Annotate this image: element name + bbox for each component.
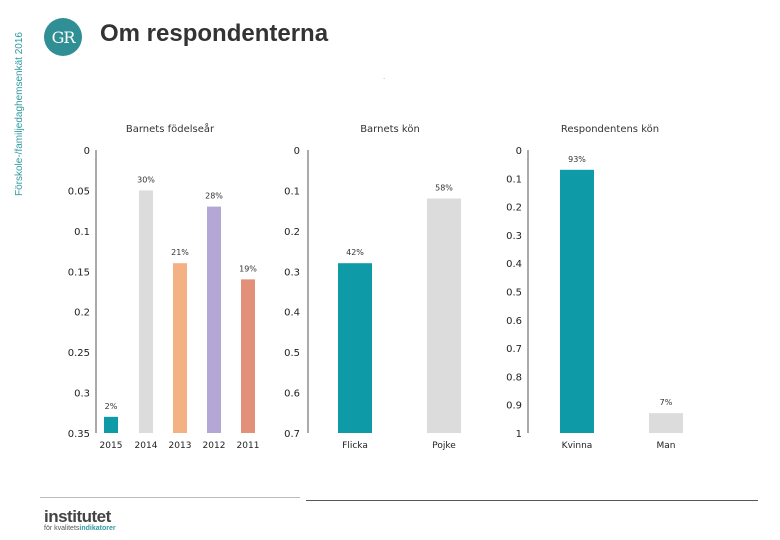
chart-2-title: Barnets kön	[360, 124, 420, 135]
chart-3-y-tick-label: 0.9	[506, 401, 522, 412]
chart-1-category-label: 2014	[135, 441, 158, 451]
chart-2-y-tick-label: 0.5	[284, 348, 300, 359]
chart-2-category-label: Flicka	[342, 441, 368, 451]
chart-1-title: Barnets födelseår	[126, 122, 215, 135]
gr-logo: GR	[44, 18, 82, 56]
chart-1-y-tick-label: 0.1	[74, 227, 90, 238]
chart-1-data-label: 30%	[137, 175, 155, 184]
chart-1-y-tick-label: 0.05	[68, 186, 90, 197]
chart-2-data-label: 42%	[346, 248, 364, 257]
chart-1-bar-2012	[207, 206, 221, 433]
chart-2-y-tick-label: 0.3	[284, 267, 300, 278]
footer-divider-left	[40, 497, 300, 498]
brand-sub-text: för kvalitetsindikatorer	[44, 525, 116, 532]
chart-1-bar-2015	[104, 416, 118, 433]
chart-1-category-label: 2015	[100, 441, 123, 451]
stray-dot: .	[383, 72, 386, 81]
chart-1-y-tick-label: 0.15	[68, 267, 90, 278]
chart-1-category-label: 2012	[203, 441, 226, 451]
chart-1-y-tick-label: 0.35	[68, 429, 90, 440]
chart-1-data-label: 21%	[171, 248, 189, 257]
chart-1-bar-2014	[139, 190, 153, 433]
institutet-logo: institutet för kvalitetsindikatorer	[44, 508, 116, 532]
chart-2-y-tick-label: 0	[294, 146, 300, 157]
brand-sub-prefix: för kvalitets	[44, 525, 80, 532]
chart-2-y-tick-label: 0.6	[284, 389, 300, 400]
footer-divider	[306, 500, 758, 501]
chart-1-bar-2013	[173, 263, 187, 433]
chart-2-bar-pojke	[427, 198, 461, 433]
chart-1-category-label: 2013	[169, 441, 192, 451]
chart-1-bar-2011	[241, 279, 255, 433]
chart-1-data-label: 28%	[205, 192, 223, 201]
chart-3-y-tick-label: 0	[516, 146, 522, 157]
chart-2-category-label: Pojke	[432, 441, 456, 451]
chart-1-data-label: 2%	[105, 402, 118, 411]
chart-2-bar-flicka	[338, 263, 372, 433]
page-title: Om respondenterna	[100, 20, 329, 47]
chart-3-y-tick-label: 1	[516, 429, 522, 440]
chart-3-y-tick-label: 0.3	[506, 231, 522, 242]
chart-1-y-tick-label: 0	[84, 146, 90, 157]
chart-1-data-label: 19%	[239, 264, 257, 273]
chart-3-y-tick-label: 0.4	[506, 259, 522, 270]
chart-3-y-tick-label: 0.6	[506, 316, 522, 327]
chart-3-y-tick-label: 0.2	[506, 203, 522, 214]
chart-3-bar-kvinna	[560, 169, 594, 433]
chart-1-y-tick-label: 0.2	[74, 308, 90, 319]
chart-3-category-label: Man	[657, 441, 676, 451]
chart-2-y-tick-label: 0.1	[284, 186, 300, 197]
chart-1-y-tick-label: 0.3	[74, 389, 90, 400]
chart-3-bar-man	[649, 413, 683, 433]
chart-1-y-tick-label: 0.25	[68, 348, 90, 359]
chart-3-category-label: Kvinna	[562, 441, 593, 451]
chart-3-y-tick-label: 0.8	[506, 372, 522, 383]
chart-3-y-tick-label: 0.5	[506, 288, 522, 299]
gr-logo-text: GR	[51, 27, 76, 47]
chart-1-category-label: 2011	[237, 441, 260, 451]
chart-3-title: Respondentens kön	[561, 124, 659, 135]
chart-3-data-label: 93%	[568, 155, 586, 164]
chart-2-data-label: 58%	[435, 184, 453, 193]
chart-3-y-tick-label: 0.7	[506, 344, 522, 355]
chart-2-y-tick-label: 0.2	[284, 227, 300, 238]
chart-2-y-tick-label: 0.7	[284, 429, 300, 440]
brand-main-text: institutet	[44, 507, 111, 526]
chart-2-y-tick-label: 0.4	[284, 308, 300, 319]
chart-3-y-tick-label: 0.1	[506, 174, 522, 185]
brand-sub-highlight: indikatorer	[79, 525, 116, 532]
chart-3-data-label: 7%	[660, 398, 673, 407]
